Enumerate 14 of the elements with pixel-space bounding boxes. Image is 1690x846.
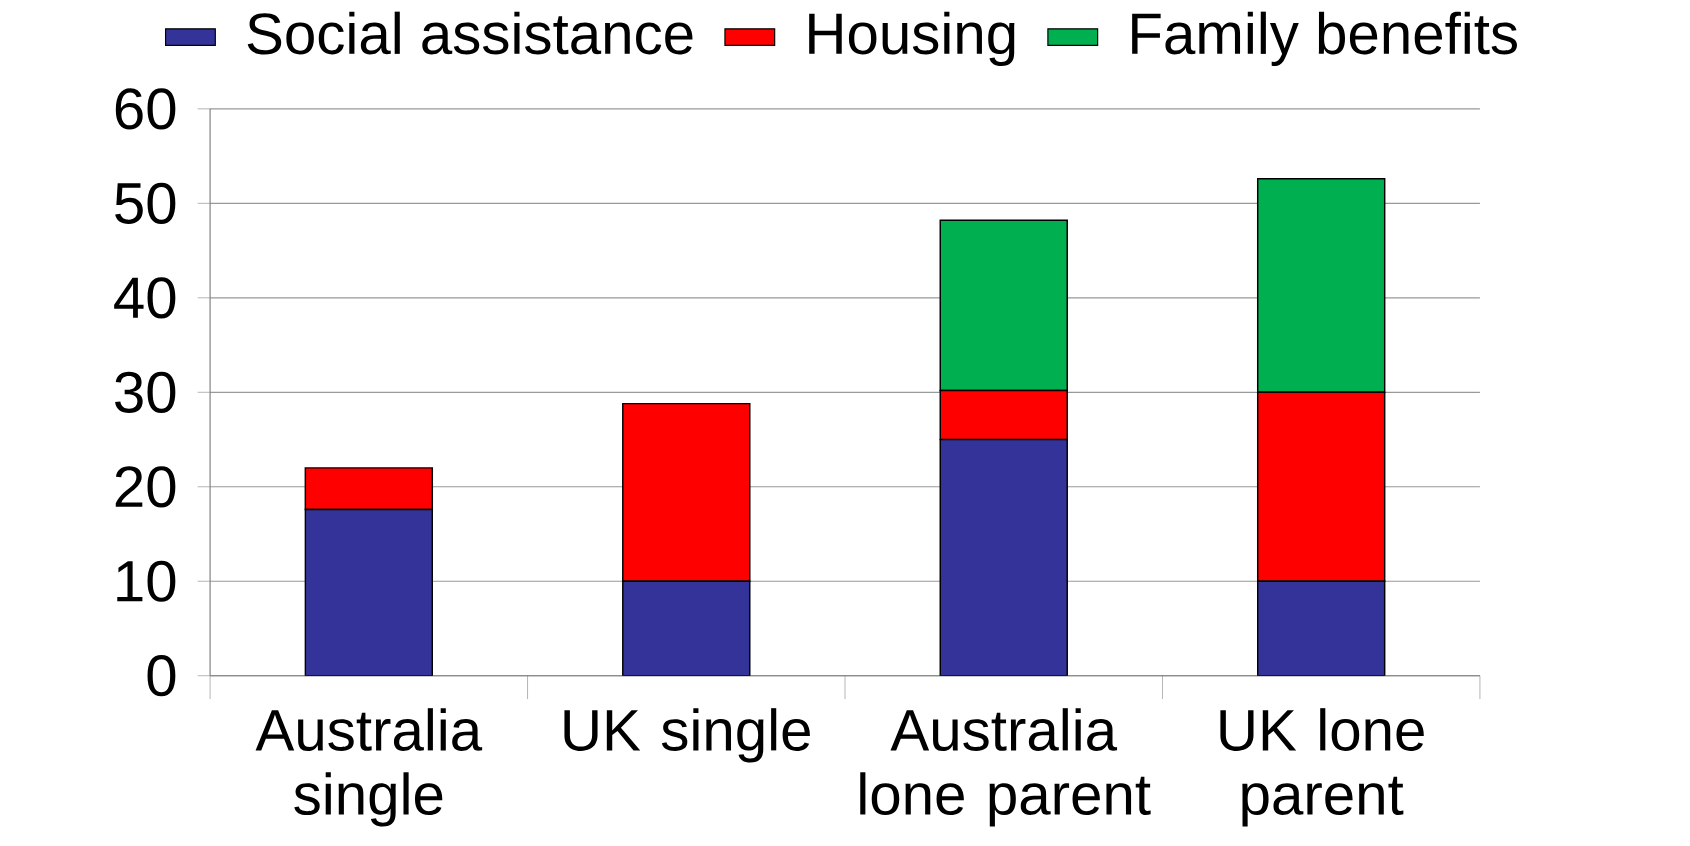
legend-label: Social assistance [247,11,693,55]
x-tick-label: Australia lone parent [860,708,1151,827]
y-tick-label: 40 [114,277,176,319]
y-tick-label: 0 [147,655,176,697]
legend-label: Housing [809,11,1015,66]
y-tick-label: 20 [115,466,176,508]
x-tick-label: UK single [564,708,810,763]
x-tick-label: UK lone parent [1220,708,1424,827]
y-tick-label: 50 [115,182,176,224]
y-tick-label: 30 [115,371,176,413]
y-tick-label: 60 [115,88,176,130]
x-tick-label: Australia single [255,708,483,827]
y-tick-label: 10 [117,560,176,602]
legend-label: Family benefits [1132,11,1517,66]
